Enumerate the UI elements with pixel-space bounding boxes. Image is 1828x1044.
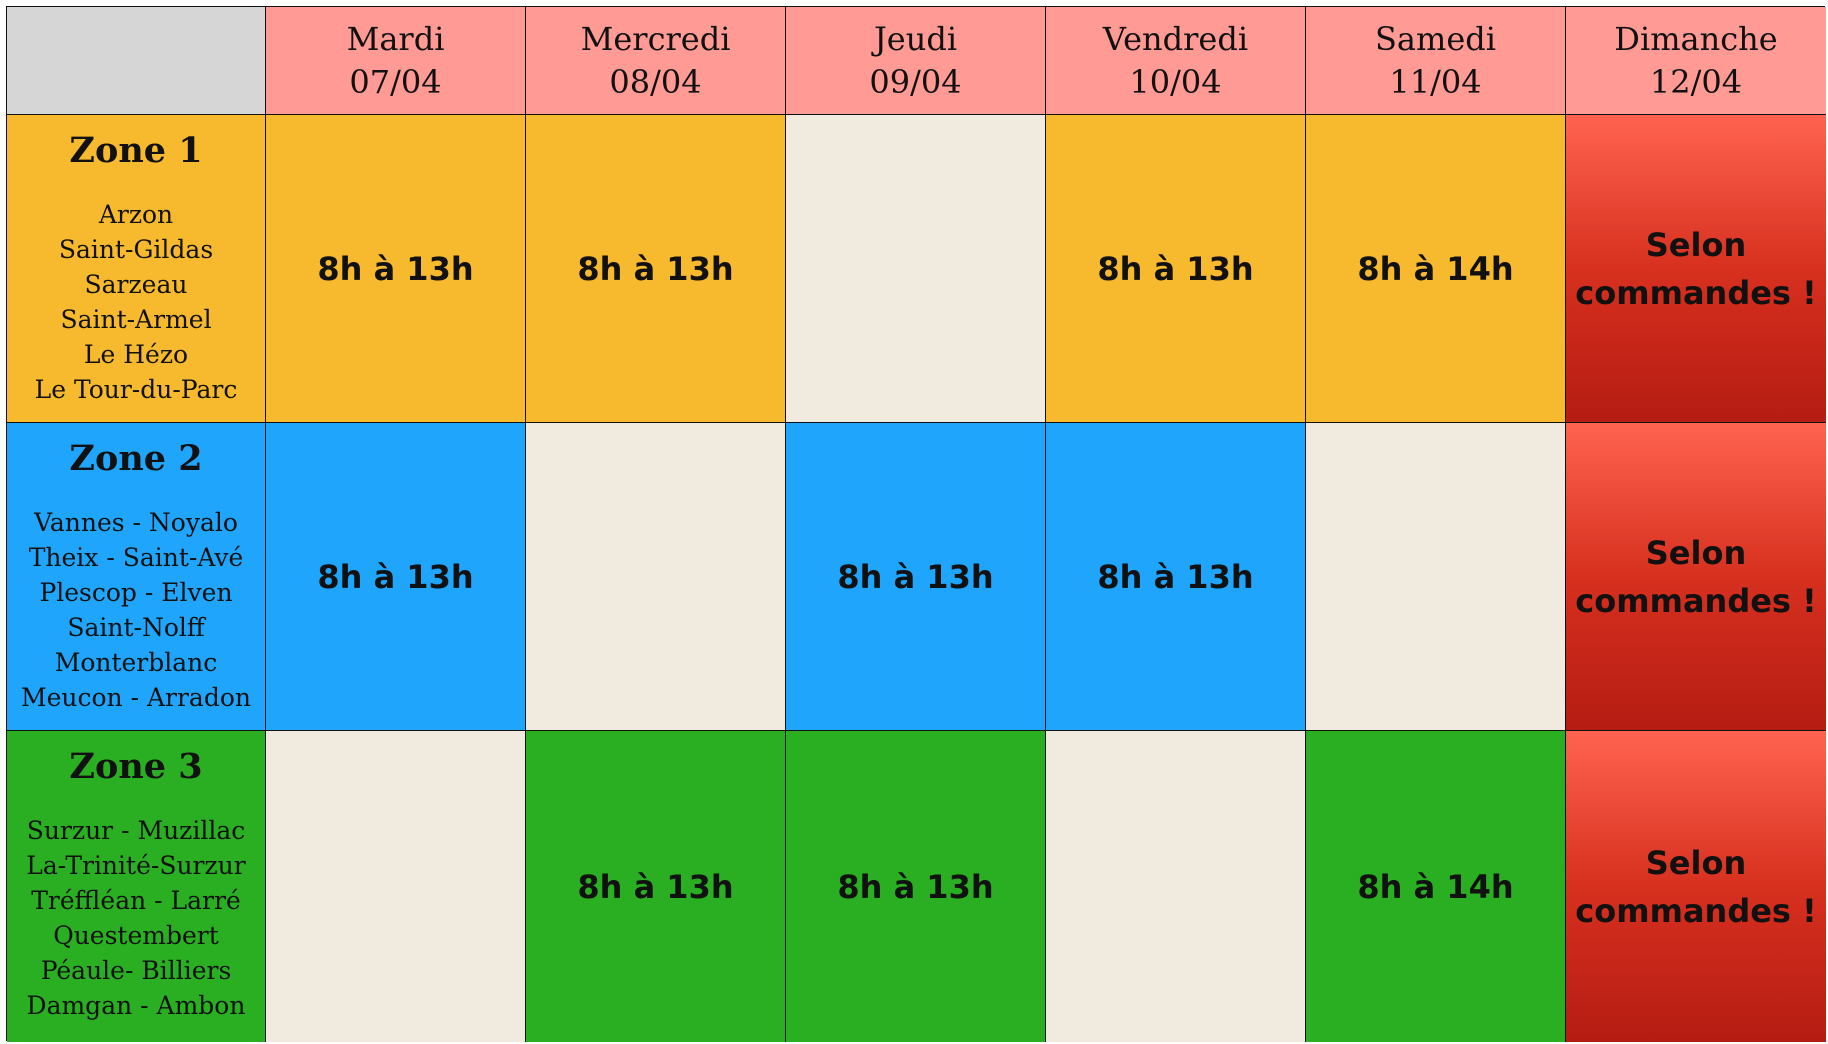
zone-3-mercredi-slot: 8h à 13h <box>526 731 786 1042</box>
day-header-mercredi: Mercredi 08/04 <box>526 7 786 115</box>
zone-2-dimanche-slot: Selon commandes ! <box>1566 423 1826 731</box>
zone-town: Theix - Saint-Avé <box>28 543 244 572</box>
zone-town: La-Trinité-Surzur <box>26 851 246 880</box>
zone-1-dimanche-slot: Selon commandes ! <box>1566 115 1826 423</box>
zone-2-vendredi-slot: 8h à 13h <box>1046 423 1306 731</box>
zone-town: Le Hézo <box>83 340 189 369</box>
day-header-samedi: Samedi 11/04 <box>1306 7 1566 115</box>
zone-town: Le Tour-du-Parc <box>34 375 238 404</box>
zone-3-samedi-slot: 8h à 14h <box>1306 731 1566 1042</box>
day-header-dimanche: Dimanche 12/04 <box>1566 7 1826 115</box>
day-header-jeudi: Jeudi 09/04 <box>786 7 1046 115</box>
zone-1-samedi-slot: 8h à 14h <box>1306 115 1566 423</box>
zone-town: Sarzeau <box>84 270 188 299</box>
zone-title: Zone 3 <box>69 746 203 787</box>
day-date: 12/04 <box>1649 62 1743 101</box>
zone-2-mardi-slot: 8h à 13h <box>266 423 526 731</box>
zone-3-jeudi-slot: 8h à 13h <box>786 731 1046 1042</box>
day-date: 07/04 <box>349 62 442 101</box>
zone-1-vendredi-slot: 8h à 13h <box>1046 115 1306 423</box>
zone-town: Arzon <box>98 200 174 229</box>
zone-town: Péaule- Billiers <box>40 956 232 985</box>
zone-town: Vannes - Noyalo <box>34 508 238 537</box>
zone-town: Meucon - Arradon <box>20 683 251 712</box>
zone-title: Zone 2 <box>69 438 203 479</box>
day-name: Jeudi <box>873 19 958 58</box>
order-text-line2: commandes ! <box>1575 891 1817 930</box>
zone-3-vendredi-slot <box>1046 731 1306 1042</box>
day-name: Vendredi <box>1102 19 1249 58</box>
day-date: 11/04 <box>1389 62 1482 101</box>
zone-2-samedi-slot <box>1306 423 1566 731</box>
zone-town: Monterblanc <box>54 648 218 677</box>
order-text-line2: commandes ! <box>1575 581 1817 620</box>
order-text-line1: Selon <box>1645 225 1747 264</box>
order-text-line2: commandes ! <box>1575 273 1817 312</box>
zone-2-mercredi-slot <box>526 423 786 731</box>
zone-1-mercredi-slot: 8h à 13h <box>526 115 786 423</box>
day-date: 10/04 <box>1129 62 1222 101</box>
day-header-vendredi: Vendredi 10/04 <box>1046 7 1306 115</box>
zone-3-mardi-slot <box>266 731 526 1042</box>
zone-town: Surzur - Muzillac <box>26 816 246 845</box>
zone-1-mardi-slot: 8h à 13h <box>266 115 526 423</box>
zone-town: Questembert <box>53 921 219 950</box>
day-name: Mercredi <box>580 19 731 58</box>
day-header-mardi: Mardi 07/04 <box>266 7 526 115</box>
corner-cell <box>7 7 266 115</box>
day-name: Samedi <box>1375 19 1496 58</box>
zone-town: Saint-Nolff <box>67 613 205 642</box>
zone-title: Zone 1 <box>69 130 203 171</box>
order-text-line1: Selon <box>1645 843 1747 882</box>
zone-town: Saint-Gildas <box>58 235 214 264</box>
zone-1-header: Zone 1 Arzon Saint-Gildas Sarzeau Saint-… <box>7 115 266 423</box>
order-text-line1: Selon <box>1645 533 1747 572</box>
zone-town: Saint-Armel <box>60 305 212 334</box>
day-date: 09/04 <box>869 62 962 101</box>
delivery-schedule-table: Mardi 07/04 Mercredi 08/04 Jeudi 09/04 V… <box>6 6 1826 1042</box>
zone-town: Tréffléan - Larré <box>31 886 241 915</box>
zone-town: Plescop - Elven <box>39 578 233 607</box>
zone-town: Damgan - Ambon <box>26 991 246 1020</box>
day-name: Mardi <box>346 19 445 58</box>
zone-2-jeudi-slot: 8h à 13h <box>786 423 1046 731</box>
day-date: 08/04 <box>609 62 702 101</box>
day-name: Dimanche <box>1614 19 1778 58</box>
zone-3-header: Zone 3 Surzur - Muzillac La-Trinité-Surz… <box>7 731 266 1042</box>
zone-1-jeudi-slot <box>786 115 1046 423</box>
zone-3-dimanche-slot: Selon commandes ! <box>1566 731 1826 1042</box>
zone-2-header: Zone 2 Vannes - Noyalo Theix - Saint-Avé… <box>7 423 266 731</box>
